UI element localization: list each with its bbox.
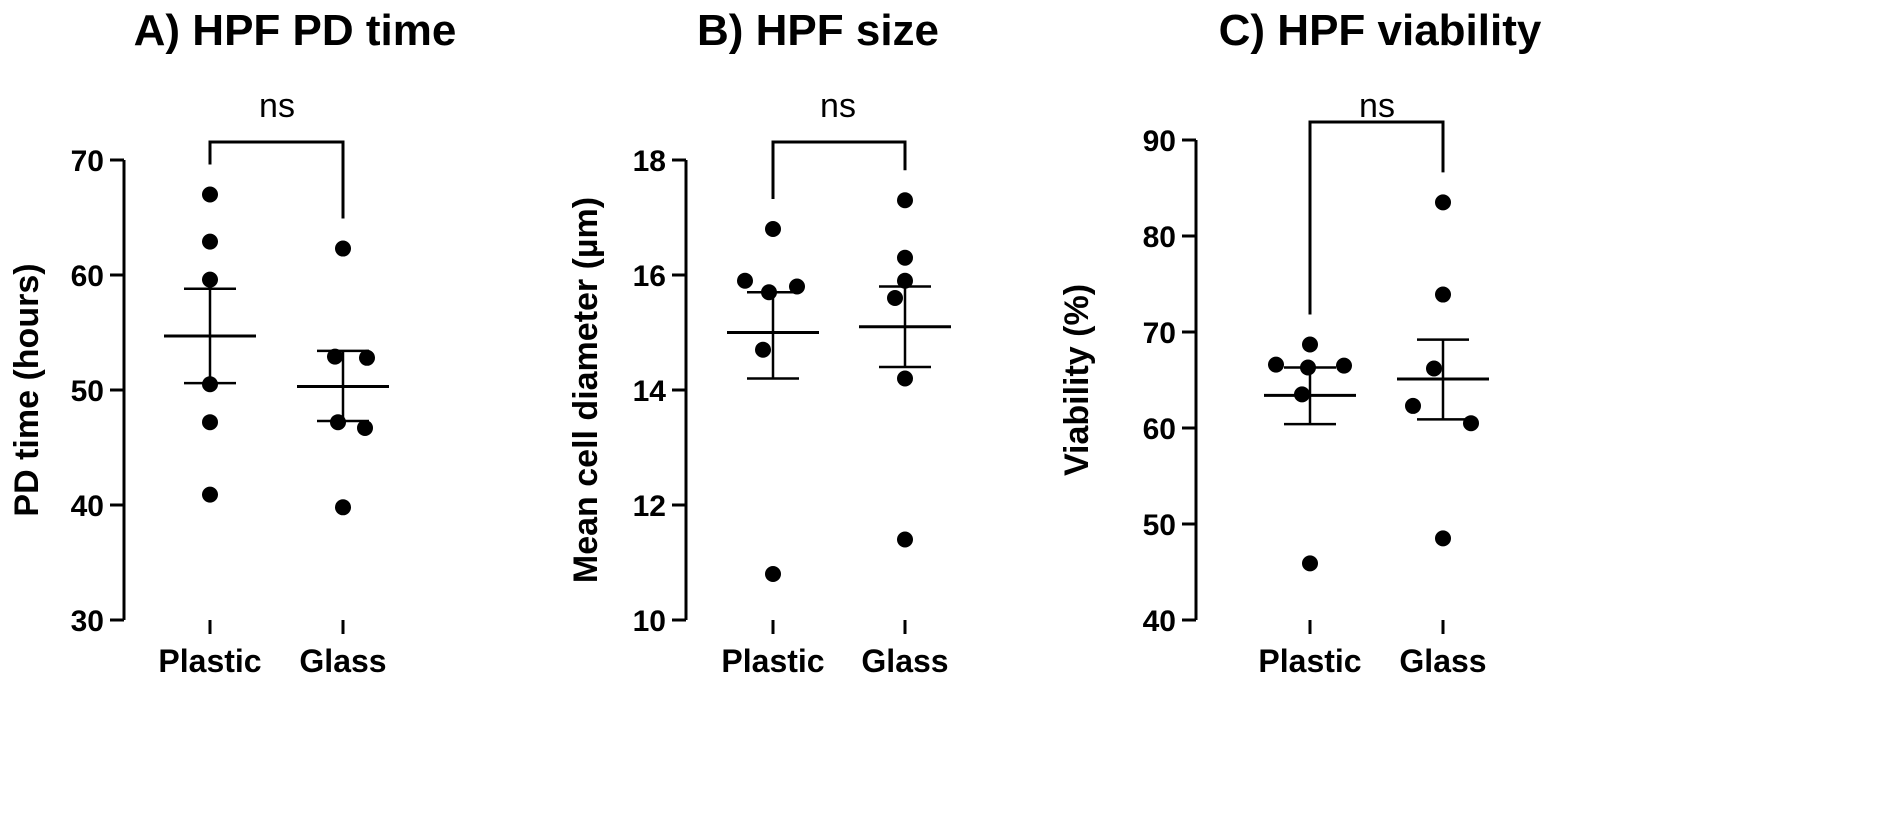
data-point: [1302, 555, 1318, 572]
y-tick-label: 70: [71, 145, 104, 178]
y-tick-label: 10: [633, 605, 666, 638]
data-point: [1435, 286, 1451, 303]
data-point: [330, 414, 346, 431]
data-point: [1302, 336, 1318, 353]
panel-a-pd-time: A) HPF PD time PD time (hours) ns Plasti…: [8, 6, 456, 679]
data-point: [359, 349, 375, 366]
data-point: [202, 186, 218, 203]
x-category-label: Glass: [1399, 643, 1486, 679]
y-tick-label: 16: [633, 260, 666, 293]
data-point: [755, 341, 771, 358]
data-point: [1435, 530, 1451, 547]
chart-title: A) HPF PD time: [134, 6, 457, 55]
significance-label: ns: [259, 87, 295, 125]
y-axis-label: Mean cell diameter (µm): [567, 197, 605, 583]
data-point: [335, 499, 351, 516]
y-tick-label: 60: [1143, 413, 1176, 446]
data-point: [887, 290, 903, 306]
y-tick-label: 18: [633, 145, 666, 178]
data-point: [1426, 360, 1442, 377]
data-point: [202, 414, 218, 431]
significance-bracket: [771, 140, 907, 199]
data-point: [202, 233, 218, 250]
data-point: [761, 284, 777, 301]
data-point: [765, 221, 781, 237]
data-point: [1268, 356, 1284, 373]
panel-b-size: B) HPF size Mean cell diameter (µm) ns P…: [567, 6, 951, 679]
data-point: [737, 272, 753, 289]
data-point: [1336, 357, 1352, 374]
chart-title: C) HPF viability: [1219, 6, 1542, 55]
x-category-label: Glass: [299, 643, 386, 679]
data-point: [327, 348, 343, 365]
y-tick-label: 90: [1143, 125, 1176, 158]
data-point: [789, 278, 805, 295]
y-tick-label: 70: [1143, 317, 1176, 350]
y-tick-label: 14: [633, 375, 667, 408]
y-tick-label: 50: [1143, 509, 1176, 542]
data-point: [1435, 194, 1451, 211]
data-point: [897, 531, 913, 548]
data-point: [202, 271, 218, 288]
data-point: [1463, 415, 1479, 432]
data-point: [202, 376, 218, 393]
y-tick-label: 50: [71, 375, 104, 408]
panel-c-viability: C) HPF viability Viability (%) ns Plasti…: [1058, 6, 1542, 679]
data-point: [897, 249, 913, 266]
y-tick-label: 40: [1143, 605, 1176, 638]
chart-title: B) HPF size: [697, 6, 939, 55]
data-point: [357, 419, 373, 436]
y-tick-label: 30: [71, 605, 104, 638]
data-point: [335, 240, 351, 257]
data-point: [765, 566, 781, 582]
y-axis-label: Viability (%): [1058, 284, 1096, 476]
data-point: [202, 486, 218, 503]
x-category-label: Glass: [861, 643, 948, 679]
data-point: [897, 370, 913, 387]
significance-bracket: [208, 140, 345, 219]
y-tick-label: 80: [1143, 221, 1176, 254]
x-category-label: Plastic: [721, 643, 824, 679]
data-point: [1294, 386, 1310, 403]
data-point: [897, 192, 913, 209]
y-tick-label: 12: [633, 490, 666, 523]
x-category-label: Plastic: [158, 643, 261, 679]
significance-label: ns: [820, 87, 856, 125]
x-category-label: Plastic: [1258, 643, 1361, 679]
y-tick-label: 60: [71, 260, 104, 293]
significance-bracket: [1308, 120, 1445, 315]
y-tick-label: 40: [71, 490, 104, 523]
data-point: [897, 272, 913, 289]
significance-label: ns: [1359, 87, 1395, 125]
y-axis-label: PD time (hours): [8, 263, 46, 516]
data-point: [1405, 397, 1421, 414]
data-point: [1300, 359, 1316, 376]
